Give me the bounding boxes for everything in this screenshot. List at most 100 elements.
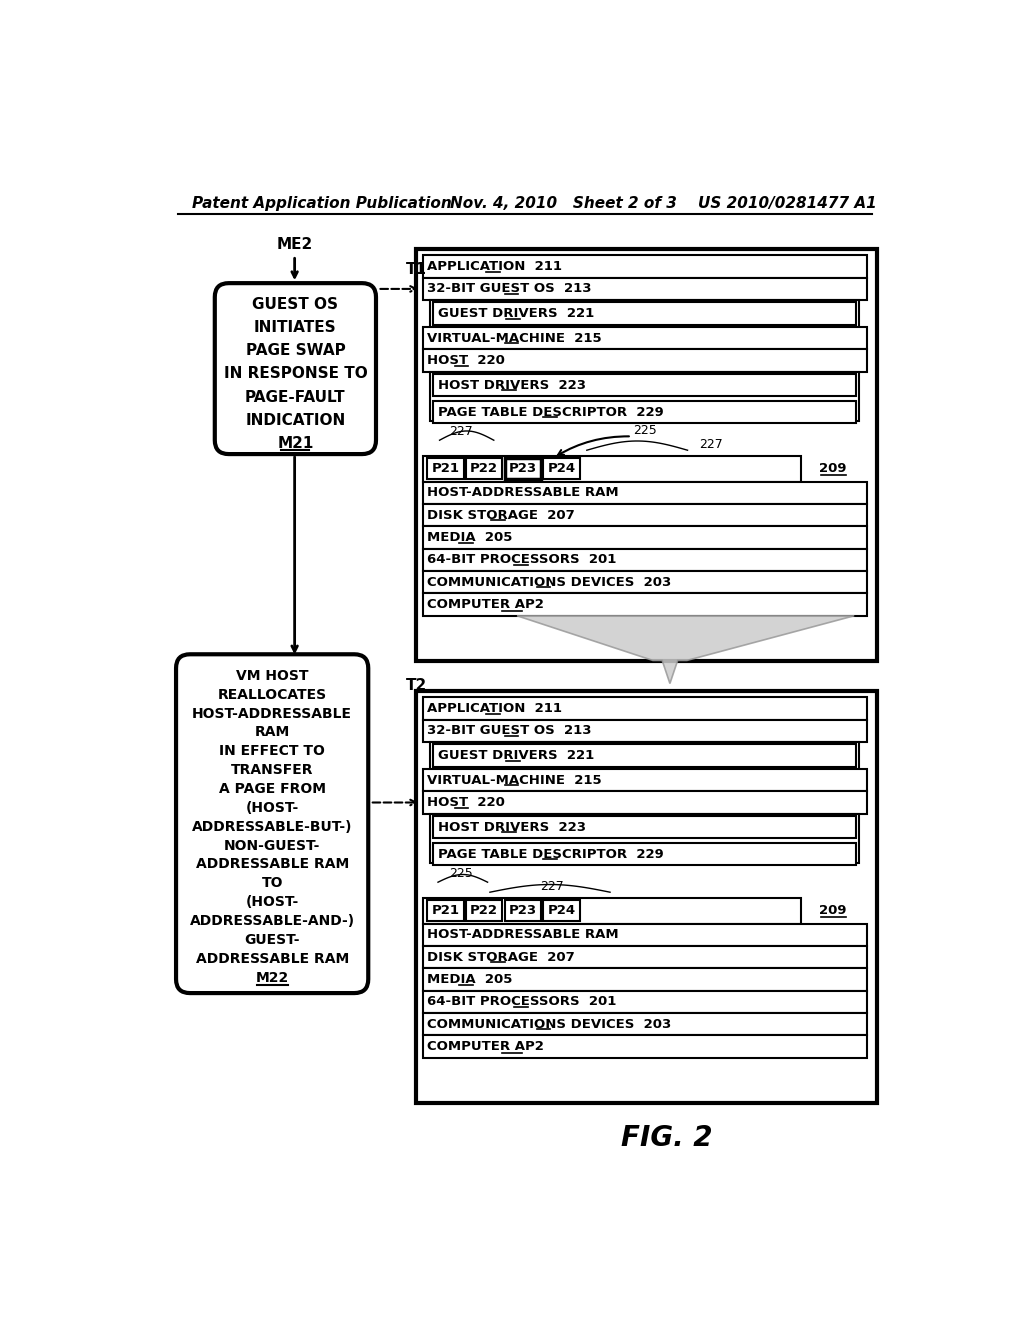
Text: M22: M22 (256, 970, 289, 985)
Text: T1: T1 (406, 261, 426, 277)
Bar (430, 813, 859, 863)
Text: 209: 209 (819, 462, 847, 475)
Text: VIRTUAL-MACHINE  215: VIRTUAL-MACHINE 215 (427, 774, 602, 787)
Bar (423, 482, 866, 504)
Bar (430, 372, 859, 421)
Text: HOST-ADDRESSABLE RAM: HOST-ADDRESSABLE RAM (427, 487, 618, 499)
Bar (423, 1014, 866, 1035)
Text: P24: P24 (548, 904, 575, 917)
Bar (423, 256, 866, 277)
Text: IN RESPONSE TO: IN RESPONSE TO (223, 367, 368, 381)
Text: REALLOCATES: REALLOCATES (217, 688, 327, 702)
Bar (433, 302, 856, 325)
Text: RAM: RAM (255, 726, 290, 739)
Text: FIG. 2: FIG. 2 (621, 1123, 713, 1152)
Bar (427, 900, 464, 921)
Text: A PAGE FROM: A PAGE FROM (219, 781, 326, 796)
Text: P24: P24 (548, 462, 575, 475)
Text: ME2: ME2 (276, 238, 312, 252)
Bar (423, 969, 866, 991)
Bar (423, 455, 801, 482)
Text: HOST DRIVERS  223: HOST DRIVERS 223 (438, 821, 586, 834)
Text: HOST  220: HOST 220 (427, 354, 505, 367)
Bar (433, 401, 856, 424)
Text: 64-BIT PROCESSORS  201: 64-BIT PROCESSORS 201 (427, 995, 616, 1008)
Text: (HOST-: (HOST- (246, 801, 299, 814)
Text: HOST  220: HOST 220 (427, 796, 505, 809)
Text: APPLICATION  211: APPLICATION 211 (427, 702, 562, 715)
Bar (423, 1035, 866, 1057)
Bar (466, 458, 503, 479)
FancyBboxPatch shape (176, 655, 369, 993)
Bar (505, 900, 541, 921)
Text: 227: 227 (699, 437, 723, 450)
Text: GUEST DRIVERS  221: GUEST DRIVERS 221 (438, 308, 594, 319)
Bar (466, 900, 503, 921)
Text: 64-BIT PROCESSORS  201: 64-BIT PROCESSORS 201 (427, 553, 616, 566)
Text: HOST-ADDRESSABLE RAM: HOST-ADDRESSABLE RAM (427, 928, 618, 941)
Text: COMMUNICATIONS DEVICES  203: COMMUNICATIONS DEVICES 203 (427, 576, 672, 589)
Text: NON-GUEST-: NON-GUEST- (224, 838, 321, 853)
Bar (433, 843, 856, 866)
Text: 32-BIT GUEST OS  213: 32-BIT GUEST OS 213 (427, 282, 592, 296)
Bar (423, 527, 866, 549)
Text: ADDRESSABLE-BUT-): ADDRESSABLE-BUT-) (191, 820, 352, 834)
Text: 227: 227 (540, 879, 564, 892)
Bar (417, 692, 878, 1104)
Text: 32-BIT GUEST OS  213: 32-BIT GUEST OS 213 (427, 725, 592, 738)
Bar (423, 327, 866, 350)
Text: HOST DRIVERS  223: HOST DRIVERS 223 (438, 379, 586, 392)
Text: P22: P22 (470, 462, 498, 475)
Text: INITIATES: INITIATES (254, 321, 337, 335)
Text: APPLICATION  211: APPLICATION 211 (427, 260, 562, 273)
Bar (433, 374, 856, 396)
Text: PAGE TABLE DESCRIPTOR  229: PAGE TABLE DESCRIPTOR 229 (438, 405, 664, 418)
Text: GUEST-: GUEST- (245, 933, 300, 946)
Bar (423, 697, 866, 719)
Bar (430, 300, 859, 350)
Text: Patent Application Publication: Patent Application Publication (191, 195, 452, 211)
Text: 209: 209 (819, 904, 847, 917)
Polygon shape (517, 615, 854, 684)
Text: P23: P23 (509, 904, 537, 917)
Text: T2: T2 (406, 677, 427, 693)
Text: PAGE TABLE DESCRIPTOR  229: PAGE TABLE DESCRIPTOR 229 (438, 847, 664, 861)
Text: DISK STORAGE  207: DISK STORAGE 207 (427, 508, 574, 521)
Text: MEDIA  205: MEDIA 205 (427, 973, 513, 986)
Text: ADDRESSABLE RAM: ADDRESSABLE RAM (196, 952, 349, 966)
Bar (544, 458, 580, 479)
Text: DISK STORAGE  207: DISK STORAGE 207 (427, 950, 574, 964)
Text: ADDRESSABLE RAM: ADDRESSABLE RAM (196, 858, 349, 871)
Text: PAGE SWAP: PAGE SWAP (246, 343, 345, 359)
Text: P22: P22 (470, 904, 498, 917)
Text: GUEST OS: GUEST OS (252, 297, 338, 313)
Bar (423, 594, 866, 615)
Text: PAGE-FAULT: PAGE-FAULT (245, 389, 346, 405)
Text: COMPUTER AP2: COMPUTER AP2 (427, 1040, 544, 1053)
Text: COMPUTER AP2: COMPUTER AP2 (427, 598, 544, 611)
Bar (423, 792, 866, 813)
Text: 225: 225 (633, 424, 656, 437)
Bar (423, 946, 866, 969)
FancyBboxPatch shape (215, 284, 376, 454)
Text: VM HOST: VM HOST (236, 669, 308, 682)
Bar (423, 549, 866, 572)
Bar (433, 816, 856, 838)
Text: P21: P21 (431, 462, 460, 475)
Text: Nov. 4, 2010   Sheet 2 of 3: Nov. 4, 2010 Sheet 2 of 3 (450, 195, 677, 211)
Bar (433, 744, 856, 767)
Text: TO: TO (261, 876, 283, 891)
Bar (423, 770, 866, 792)
Text: M21: M21 (278, 436, 313, 451)
Text: (HOST-: (HOST- (246, 895, 299, 909)
Bar (544, 900, 580, 921)
Text: HOST-ADDRESSABLE: HOST-ADDRESSABLE (193, 706, 352, 721)
Text: 225: 225 (450, 867, 473, 880)
Bar (423, 991, 866, 1014)
Text: VIRTUAL-MACHINE  215: VIRTUAL-MACHINE 215 (427, 331, 602, 345)
Bar (423, 504, 866, 527)
Text: TRANSFER: TRANSFER (230, 763, 313, 777)
Text: IN EFFECT TO: IN EFFECT TO (219, 744, 325, 758)
Text: MEDIA  205: MEDIA 205 (427, 531, 513, 544)
Bar (423, 924, 866, 946)
